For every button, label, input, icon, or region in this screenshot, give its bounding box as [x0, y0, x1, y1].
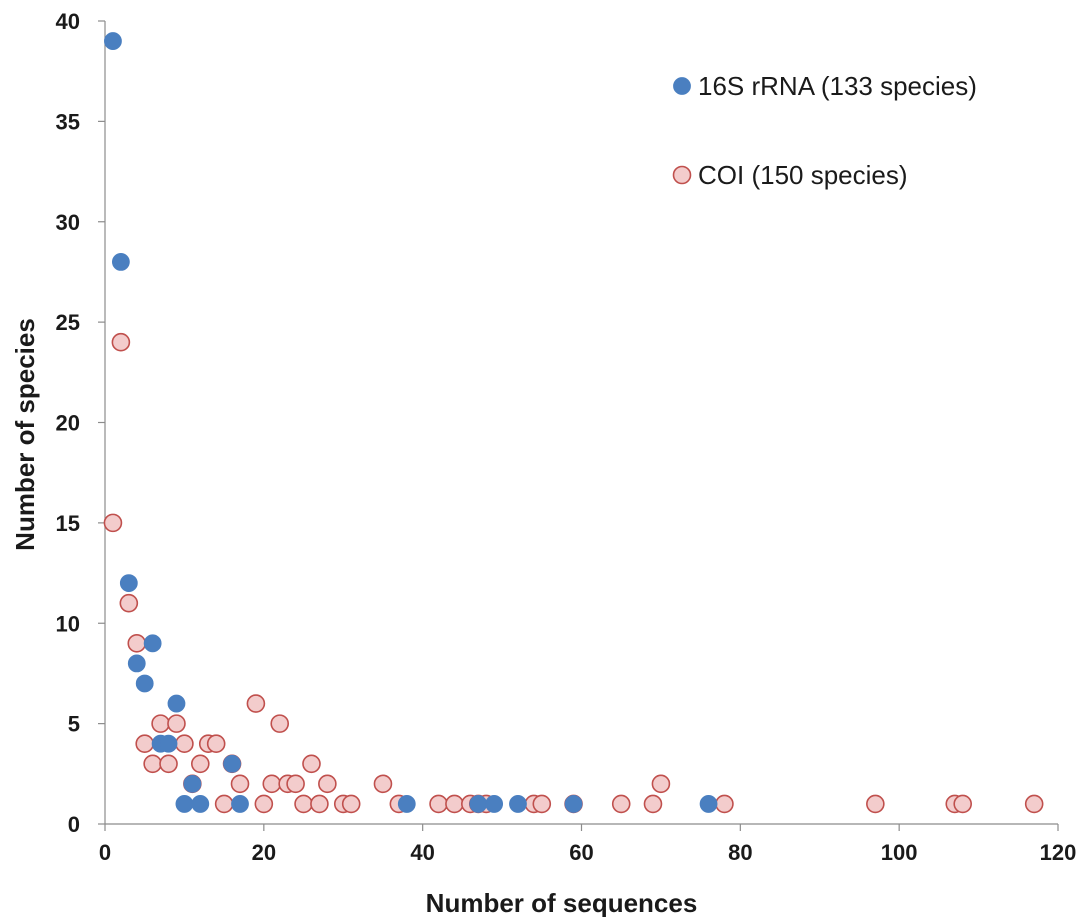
coi-point	[866, 794, 885, 814]
16s-rrna-point	[143, 634, 162, 653]
coi-point	[246, 694, 266, 713]
coi-point	[953, 794, 973, 814]
y-tick-label: 10	[56, 611, 80, 636]
coi-point	[262, 774, 282, 794]
16s-rrna-point	[127, 654, 146, 673]
y-axis-title: Number of species	[10, 318, 40, 551]
y-tick-label: 0	[68, 812, 80, 837]
coi-point	[111, 332, 131, 352]
x-axis-title: Number of sequences	[426, 888, 698, 917]
x-tick-label: 80	[728, 840, 752, 865]
coi-point	[159, 754, 178, 774]
coi-point	[151, 714, 170, 733]
x-tick-label: 0	[99, 840, 111, 865]
coi-point	[310, 794, 329, 814]
coi-point	[119, 593, 139, 613]
coi-point	[103, 513, 123, 533]
16s-rrna-point	[699, 795, 718, 813]
y-tick-label: 20	[56, 411, 80, 436]
coi-point	[318, 774, 337, 794]
16s-rrna-point	[231, 795, 249, 813]
16s-rrna-point	[119, 574, 138, 592]
16s-rrna-point	[111, 252, 130, 271]
16s-rrna-point	[175, 795, 194, 813]
16s-rrna-point	[191, 795, 210, 813]
legend-label-coi: COI (150 species)	[698, 160, 908, 190]
coi-point	[254, 794, 274, 814]
coi-point	[294, 794, 313, 814]
16s-rrna-point	[167, 694, 186, 713]
coi-point	[445, 794, 464, 814]
coi-point	[143, 754, 162, 774]
coi-point	[286, 774, 305, 794]
legend-marker-16s-rrna	[673, 77, 691, 95]
data-points	[103, 32, 1044, 814]
16s-rrna-point	[135, 674, 154, 693]
y-tick-label: 35	[56, 109, 80, 134]
coi-point	[302, 754, 321, 774]
16s-rrna-point	[183, 774, 202, 793]
legend-marker-coi	[672, 165, 692, 185]
coi-point	[715, 794, 734, 814]
x-axis-ticks: 0 20 40 60 80 100 120	[99, 824, 1076, 865]
x-tick-label: 120	[1040, 840, 1077, 865]
coi-point	[373, 774, 393, 794]
coi-point	[611, 794, 631, 814]
16s-rrna-point	[397, 795, 416, 813]
16s-rrna-point	[564, 795, 583, 813]
legend: 16S rRNA (133 species) COI (150 species)	[672, 71, 977, 190]
legend-label-16s-rrna: 16S rRNA (133 species)	[698, 71, 977, 101]
y-axis-ticks: 0 5 10 15 20 25 30 35 40	[56, 9, 105, 837]
16s-rrna-point	[104, 32, 122, 50]
y-tick-label: 15	[56, 511, 80, 536]
coi-point	[127, 634, 147, 653]
x-tick-label: 60	[569, 840, 593, 865]
16s-rrna-point	[469, 795, 488, 813]
coi-point	[341, 794, 361, 814]
coi-point	[214, 794, 234, 814]
y-tick-label: 40	[56, 9, 80, 34]
y-tick-label: 5	[68, 712, 80, 737]
16s-rrna-point	[159, 734, 178, 753]
x-tick-label: 20	[252, 840, 276, 865]
coi-point	[1024, 794, 1044, 814]
16s-rrna-point	[223, 754, 241, 773]
x-tick-label: 40	[410, 840, 434, 865]
coi-point	[135, 734, 155, 754]
coi-point	[643, 794, 663, 814]
y-tick-label: 30	[56, 210, 80, 235]
coi-point	[270, 714, 290, 733]
coi-point	[651, 774, 671, 794]
coi-point	[429, 794, 448, 814]
coi-point	[191, 754, 210, 774]
y-tick-label: 25	[56, 310, 80, 335]
coi-point	[206, 734, 226, 754]
coi-point	[230, 774, 250, 794]
coi-point	[175, 734, 194, 754]
x-tick-label: 100	[881, 840, 918, 865]
16s-rrna-point	[485, 795, 504, 813]
coi-point	[167, 714, 186, 733]
16s-rrna-point	[509, 795, 527, 813]
coi-point	[532, 794, 552, 814]
